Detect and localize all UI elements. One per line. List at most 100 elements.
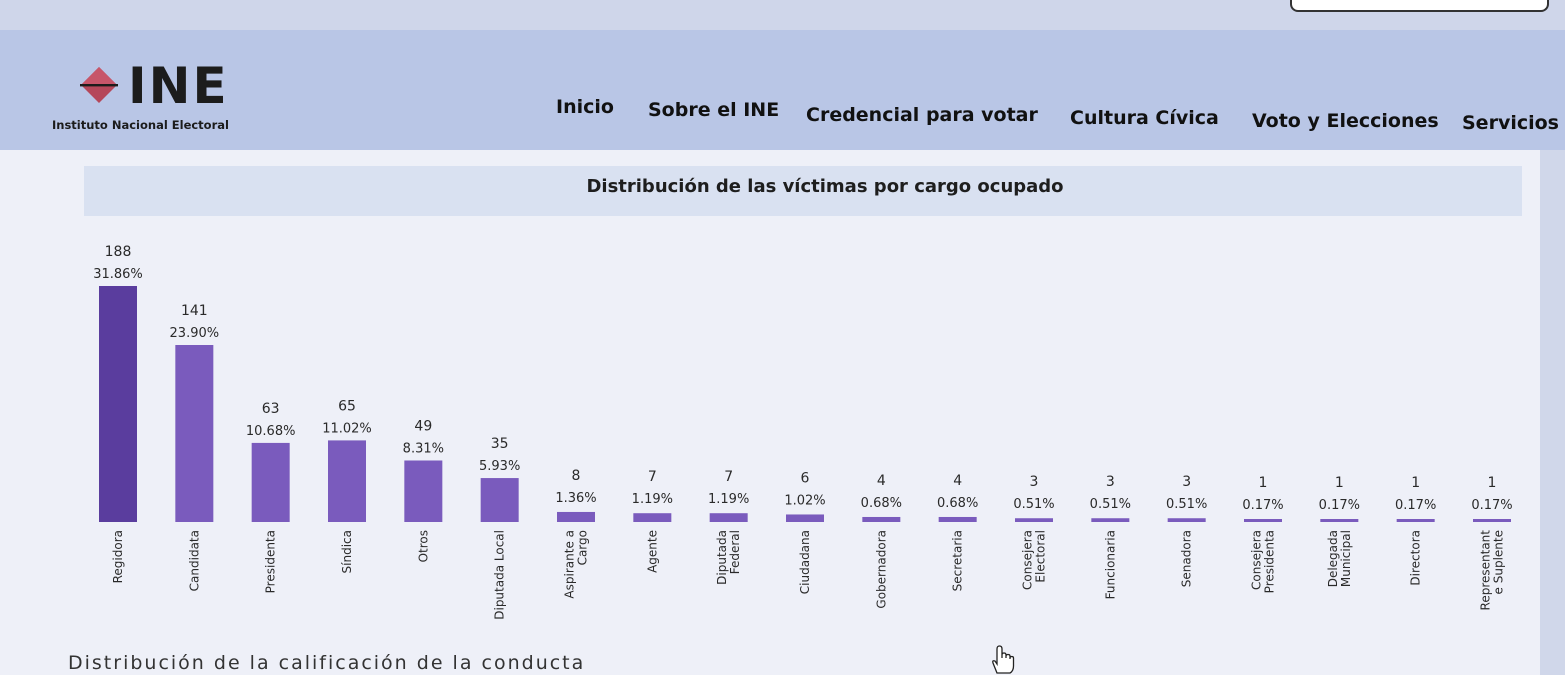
percent-label-ciudadana: 1.02%: [784, 493, 825, 508]
chart-title: Distribución de las víctimas por cargo o…: [586, 176, 1064, 197]
bar-diputada-local[interactable]: [480, 478, 519, 522]
category-label-line: Presidenta: [1263, 530, 1277, 593]
bar-candidata[interactable]: [175, 345, 214, 522]
category-label-agente: Agente: [645, 530, 659, 573]
category-label-funcionaria: Funcionaria: [1103, 530, 1117, 599]
category-label-directora: Directora: [1409, 530, 1423, 586]
percent-label-regidora: 31.86%: [93, 267, 143, 282]
category-label-line: Delegada: [1326, 530, 1340, 587]
value-label-gobernadora: 4: [877, 473, 886, 489]
category-label-senadora: Senadora: [1180, 530, 1194, 587]
bar-aspirante-a-cargo[interactable]: [557, 511, 595, 522]
main-nav: Inicio Sobre el INE Credencial para vota…: [0, 90, 1565, 140]
category-label-gobernadora: Gobernadora: [874, 530, 888, 609]
value-label-delegada-municipal: 1: [1335, 475, 1344, 491]
category-label-line: Municipal: [1339, 530, 1353, 587]
category-label-line: Ciudadana: [798, 530, 812, 594]
percent-label-otros: 8.31%: [403, 441, 444, 456]
bar-funcionaria[interactable]: [1091, 518, 1130, 522]
nav-sobre-el-ine[interactable]: Sobre el INE: [648, 99, 780, 121]
bar-delegada-municipal[interactable]: [1320, 519, 1359, 522]
category-label-candidata: Candidata: [187, 530, 201, 591]
category-label-line: Cargo: [576, 530, 590, 565]
percent-label-secretaria: 0.68%: [937, 496, 978, 511]
bar-sindica[interactable]: [328, 440, 366, 522]
bar-presidenta[interactable]: [251, 442, 290, 522]
value-label-representante-suplente: 1: [1488, 475, 1497, 491]
value-label-candidata: 141: [181, 303, 208, 319]
value-label-secretaria: 4: [953, 473, 962, 489]
value-label-diputada-local: 35: [491, 436, 509, 452]
bar-representante-suplente[interactable]: [1473, 519, 1511, 522]
category-label-line: Agente: [645, 530, 659, 573]
percent-label-consejera-presidenta: 0.17%: [1242, 498, 1283, 513]
nav-cultura-civica[interactable]: Cultura Cívica: [1070, 107, 1219, 129]
category-label-line: Gobernadora: [874, 530, 888, 609]
category-label-line: Otros: [416, 530, 430, 562]
category-label-diputada-federal: Diputada Federal: [715, 530, 742, 585]
category-label-line: Regidora: [111, 530, 125, 583]
category-label-secretaria: Secretaria: [951, 530, 965, 591]
percent-label-aspirante-a-cargo: 1.36%: [555, 491, 596, 506]
nav-credencial-para-votar[interactable]: Credencial para votar: [806, 104, 1038, 126]
percent-label-delegada-municipal: 0.17%: [1319, 498, 1360, 513]
bar-gobernadora[interactable]: [862, 516, 901, 522]
chart-title-bar: [84, 166, 1522, 216]
percent-label-senadora: 0.51%: [1166, 497, 1207, 512]
percent-label-gobernadora: 0.68%: [861, 496, 902, 511]
ine-logo[interactable]: INE Instituto Nacional Electoral: [52, 57, 277, 132]
category-label-otros: Otros: [416, 530, 430, 562]
nav-inicio[interactable]: Inicio: [556, 96, 614, 118]
category-label-line: Representant: [1479, 530, 1493, 611]
value-label-otros: 49: [414, 418, 432, 434]
nav-servicios[interactable]: Servicios: [1462, 112, 1559, 134]
category-label-line: Candidata: [187, 530, 201, 591]
percent-label-funcionaria: 0.51%: [1090, 497, 1131, 512]
category-label-delegada-municipal: Delegada Municipal: [1326, 530, 1353, 587]
percent-label-agente: 1.19%: [632, 492, 673, 507]
category-label-line: Síndica: [340, 530, 354, 573]
bar-consejera-presidenta[interactable]: [1244, 519, 1282, 522]
bar-ciudadana[interactable]: [786, 514, 824, 522]
bar-regidora[interactable]: [99, 286, 137, 522]
percent-label-candidata: 23.90%: [170, 326, 220, 341]
category-label-line: Secretaria: [951, 530, 965, 591]
bar-otros[interactable]: [404, 460, 443, 522]
next-section-title: Distribución de la calificación de la co…: [68, 652, 586, 674]
top-search-box[interactable]: [1290, 0, 1549, 12]
value-label-sindica: 65: [338, 398, 356, 414]
value-label-ciudadana: 6: [801, 470, 810, 486]
category-label-line: Diputada: [715, 530, 729, 585]
logo-subtitle: Instituto Nacional Electoral: [52, 118, 229, 132]
category-label-aspirante-a-cargo: Aspirante a Cargo: [563, 530, 590, 599]
bar-consejera-electoral[interactable]: [1015, 518, 1053, 522]
value-label-consejera-presidenta: 1: [1259, 475, 1268, 491]
category-label-line: Funcionaria: [1103, 530, 1117, 599]
value-label-aspirante-a-cargo: 8: [572, 468, 581, 484]
percent-label-consejera-electoral: 0.51%: [1013, 497, 1054, 512]
value-label-funcionaria: 3: [1106, 474, 1115, 490]
bar-diputada-federal[interactable]: [709, 513, 748, 522]
category-label-sindica: Síndica: [340, 530, 354, 573]
category-label-diputada-local: Diputada Local: [493, 530, 507, 620]
category-label-line: Diputada Local: [493, 530, 507, 620]
bar-directora[interactable]: [1396, 519, 1435, 522]
percent-label-sindica: 11.02%: [322, 421, 372, 436]
bar-senadora[interactable]: [1167, 518, 1206, 522]
nav-voto-y-elecciones[interactable]: Voto y Elecciones: [1252, 110, 1439, 132]
dashboard-panel: Distribución de las víctimas por cargo o…: [0, 150, 1565, 675]
logo-text: INE: [128, 57, 229, 115]
category-label-presidenta: Presidenta: [264, 530, 278, 593]
category-label-consejera-electoral: Consejera Electoral: [1021, 530, 1048, 590]
bar-agente[interactable]: [633, 513, 672, 522]
category-label-regidora: Regidora: [111, 530, 125, 583]
scrollbar-track[interactable]: [1540, 150, 1565, 675]
category-label-consejera-presidenta: Consejera Presidenta: [1250, 530, 1277, 593]
value-label-senadora: 3: [1182, 474, 1191, 490]
category-label-line: Directora: [1409, 530, 1423, 586]
percent-label-diputada-local: 5.93%: [479, 459, 520, 474]
bar-secretaria[interactable]: [938, 516, 977, 522]
category-label-line: e Suplente: [1492, 530, 1506, 594]
hand-cursor-icon: [992, 645, 1015, 674]
value-label-diputada-federal: 7: [724, 469, 733, 485]
